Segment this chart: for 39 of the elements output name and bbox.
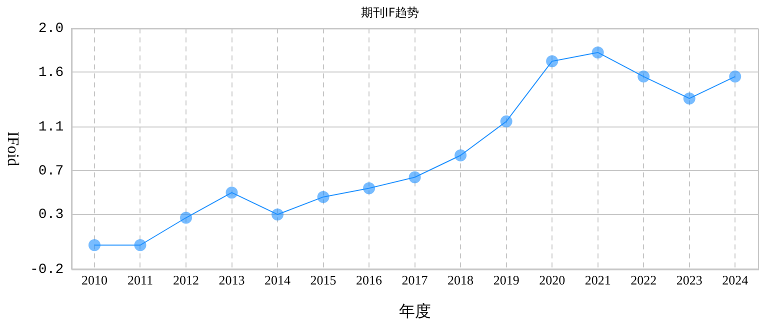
x-tick-label: 2015 bbox=[310, 272, 336, 288]
point bbox=[180, 212, 192, 224]
point bbox=[546, 55, 558, 68]
point bbox=[317, 190, 330, 203]
y-tick-label: 0.7 bbox=[38, 163, 64, 180]
point bbox=[363, 182, 376, 194]
point bbox=[408, 171, 421, 184]
x-tick-label: 2012 bbox=[173, 272, 200, 288]
x-tick-label: 2011 bbox=[127, 272, 154, 288]
point bbox=[454, 149, 467, 162]
x-tick-label: 2017 bbox=[402, 272, 428, 288]
y-tick-label: 2.0 bbox=[38, 21, 64, 38]
x-tick-label: 2024 bbox=[722, 272, 749, 288]
y-tick-label: -0.2 bbox=[30, 262, 64, 278]
x-tick-label: 2016 bbox=[356, 272, 383, 288]
chart-title: 期刊IF趋势 bbox=[360, 5, 420, 20]
point bbox=[500, 115, 512, 128]
y-axis-title: IFoid bbox=[4, 131, 21, 166]
y-tick-label: 1.6 bbox=[38, 64, 64, 81]
point bbox=[638, 70, 650, 83]
x-tick-label: 2021 bbox=[584, 272, 611, 288]
x-axis-title: 年度 bbox=[398, 302, 431, 321]
point bbox=[134, 239, 146, 252]
point bbox=[592, 46, 604, 58]
x-tick-label: 2019 bbox=[493, 272, 520, 288]
y-tick-label: 0.3 bbox=[38, 207, 64, 224]
x-tick-label: 2014 bbox=[264, 272, 292, 288]
y-tick-label: 1.1 bbox=[38, 120, 64, 136]
point bbox=[272, 208, 284, 220]
point bbox=[88, 239, 100, 252]
x-tick-label: 2020 bbox=[539, 272, 566, 288]
x-tick-label: 2018 bbox=[448, 272, 474, 288]
point bbox=[683, 92, 696, 104]
x-tick-label: 2022 bbox=[630, 272, 657, 288]
x-tick-label: 2010 bbox=[81, 272, 108, 288]
point bbox=[226, 186, 238, 199]
x-tick-label: 2013 bbox=[218, 272, 245, 288]
point bbox=[729, 70, 742, 83]
x-tick-label: 2023 bbox=[676, 272, 702, 288]
